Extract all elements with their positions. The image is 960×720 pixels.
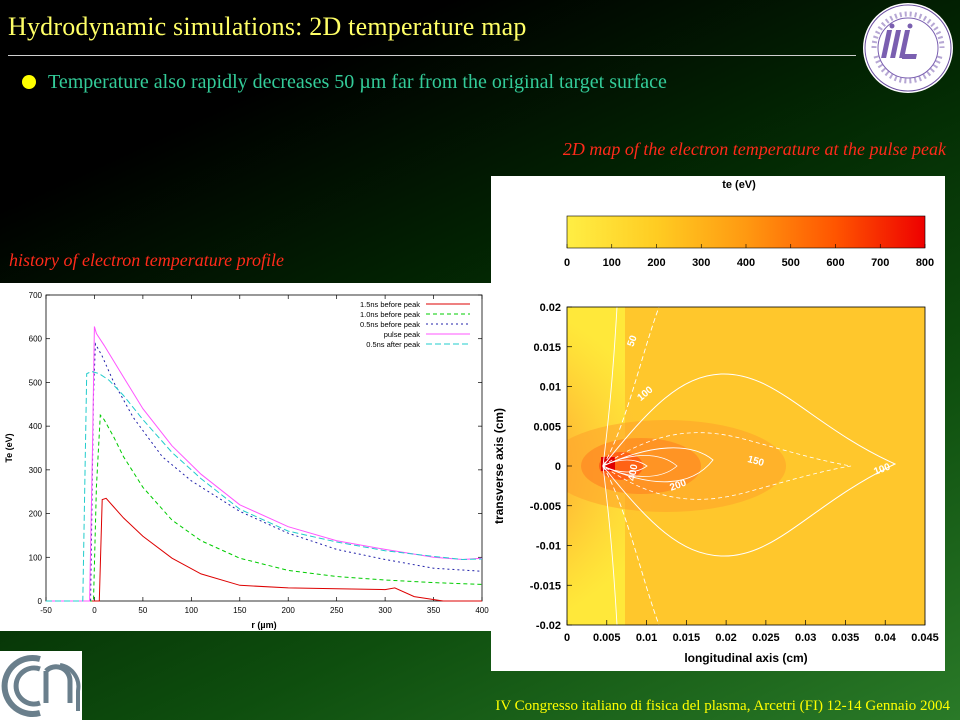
map-x-tick-label: 0.04 — [875, 632, 897, 644]
title-divider — [8, 55, 856, 56]
x-tick-label: 350 — [427, 606, 441, 615]
map-x-tick-label: 0.005 — [593, 632, 621, 644]
contour-label: 150 — [746, 454, 765, 469]
colorbar-tick-label: 200 — [647, 257, 665, 269]
map-y-tick-label: -0.02 — [536, 620, 561, 632]
ilil-logo — [863, 3, 953, 93]
map-y-tick-label: 0.015 — [533, 342, 561, 354]
y-tick-label: 300 — [29, 466, 43, 475]
x-tick-label: 400 — [475, 606, 489, 615]
map-x-tick-label: 0.035 — [832, 632, 860, 644]
y-tick-label: 100 — [29, 553, 43, 562]
heatmap-field — [567, 307, 925, 625]
map-x-tick-label: 0.02 — [715, 632, 736, 644]
x-tick-label: 50 — [138, 606, 147, 615]
colorbar-tick-label: 400 — [737, 257, 755, 269]
colorbar — [566, 215, 926, 249]
series-line-2 — [46, 342, 483, 602]
bullet-text: Temperature also rapidly decreases 50 µm… — [48, 71, 667, 93]
map-x-tick-label: 0 — [564, 632, 570, 644]
contour-label: 400 — [627, 463, 641, 482]
map-y-tick-label: -0.01 — [536, 541, 561, 553]
temperature-map-svg: te (eV) 0 100 200 300 400 500 600 700 800 50 100 1… — [492, 179, 939, 665]
temperature-history-svg: -50 0 50 100 150 200 250 300 350 4000100200300400… — [4, 291, 489, 630]
map-y-tick-label: 0.005 — [533, 421, 561, 433]
legend-label: 1.0ns before peak — [360, 310, 420, 319]
colorbar-tick-label: 700 — [871, 257, 889, 269]
slide-title: Hydrodynamic simulations: 2D temperature… — [8, 12, 527, 41]
map-y-tick-label: -0.005 — [530, 501, 561, 513]
temperature-history-chart: -50 0 50 100 150 200 250 300 350 400 0 100 200 300 400… — [0, 283, 492, 631]
x-tick-label: 0 — [92, 606, 97, 615]
legend-label: 0.5ns after peak — [366, 340, 420, 349]
y-tick-label: 400 — [29, 422, 43, 431]
colorbar-tick-label: 500 — [782, 257, 800, 269]
legend-label: 1.5ns before peak — [360, 300, 420, 309]
series-line-1 — [46, 413, 483, 602]
history-x-axis-label: r (µm) — [251, 620, 276, 630]
bullet-dot — [22, 75, 36, 89]
footer-text: IV Congresso italiano di fisica del plas… — [495, 698, 950, 714]
map-caption: 2D map of the electron temperature at th… — [562, 139, 946, 159]
colorbar-tick-label: 300 — [692, 257, 710, 269]
colorbar-tick-label: 100 — [603, 257, 621, 269]
history-plot-frame — [45, 294, 483, 602]
map-x-axis-label: longitudinal axis (cm) — [684, 651, 807, 665]
history-y-axis-label: Te (eV) — [4, 433, 14, 462]
x-tick-label: 100 — [185, 606, 199, 615]
colorbar-tick-label: 800 — [916, 257, 934, 269]
map-x-tick-label: 0.045 — [911, 632, 939, 644]
y-tick-label: 500 — [29, 378, 43, 387]
map-x-tick-label: 0.025 — [752, 632, 780, 644]
map-x-tick-label: 0.01 — [636, 632, 657, 644]
y-tick-label: 0 — [38, 597, 43, 606]
series-line-4 — [46, 370, 483, 602]
map-y-tick-label: -0.015 — [530, 580, 561, 592]
map-y-tick-label: 0 — [555, 461, 561, 473]
cnr-logo — [0, 651, 82, 720]
x-tick-label: 200 — [282, 606, 296, 615]
map-y-tick-label: 0.02 — [540, 302, 561, 314]
series-line-3 — [46, 326, 483, 602]
map-y-tick-label: 0.01 — [540, 382, 561, 394]
x-tick-label: 150 — [233, 606, 247, 615]
colorbar-tick-label: 600 — [826, 257, 844, 269]
x-tick-label: 300 — [378, 606, 392, 615]
legend-label: 0.5ns before peak — [360, 320, 420, 329]
x-tick-label: -50 — [40, 606, 52, 615]
legend-label: pulse peak — [384, 330, 421, 339]
temperature-map-chart: te (eV) 0 100 200 300 400 500 600 700 800 50 100 1… — [491, 176, 945, 671]
y-tick-label: 200 — [29, 510, 43, 519]
contour-label: 50 — [626, 334, 640, 349]
y-tick-label: 700 — [29, 291, 43, 300]
x-tick-label: 250 — [330, 606, 344, 615]
map-axis-ticks: 0 0.005 0.01 0.015 0.02 0.025 0.03 0.035 0.04 0.0… — [530, 302, 939, 644]
history-caption: history of electron temperature profile — [9, 250, 284, 270]
map-x-tick-label: 0.015 — [673, 632, 701, 644]
map-y-axis-label: transverse axis (cm) — [492, 408, 506, 524]
series-line-0 — [46, 497, 482, 602]
colorbar-tick-label: 0 — [564, 257, 570, 269]
colorbar-ticks: 0 100 200 300 400 500 600 700 800 — [564, 244, 934, 269]
y-tick-label: 600 — [29, 335, 43, 344]
map-x-tick-label: 0.03 — [795, 632, 816, 644]
map-title: te (eV) — [722, 179, 756, 191]
